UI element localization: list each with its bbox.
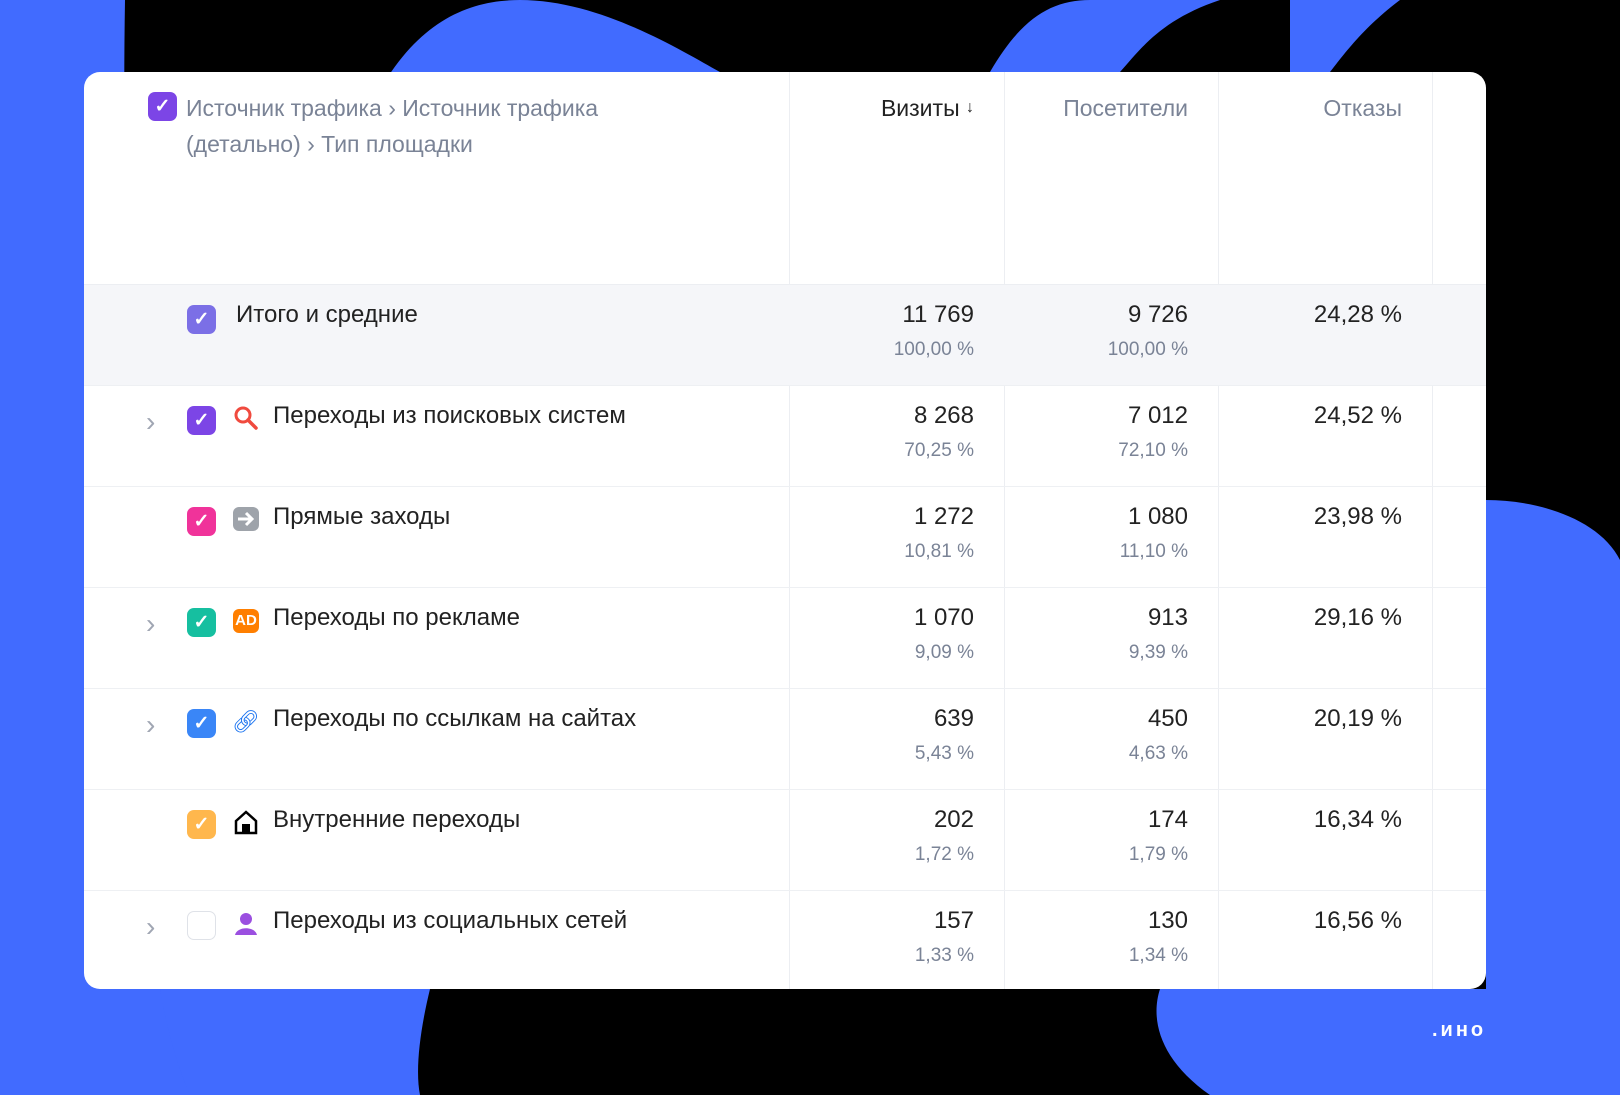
bounce-value: 16,56 %	[1313, 907, 1402, 934]
row-checkbox[interactable]	[187, 911, 216, 940]
link-icon: 🔗︎	[232, 709, 260, 734]
visitors-value: 130	[1147, 907, 1188, 934]
expand-chevron-icon[interactable]: ›	[146, 911, 156, 942]
visits-pct: 5,43 %	[914, 743, 974, 764]
sort-arrow-icon: ↓	[966, 99, 974, 116]
bounce-value: 24,28 %	[1313, 301, 1402, 328]
visitors-pct: 11,10 %	[1119, 541, 1188, 562]
column-visits[interactable]: Визиты ↓	[880, 95, 974, 121]
visits-value: 202	[933, 806, 974, 833]
visits-pct: 10,81 %	[904, 541, 974, 562]
house-icon	[232, 809, 260, 837]
visits-pct: 9,09 %	[914, 642, 974, 663]
row-checkbox[interactable]: ✓	[187, 709, 216, 738]
bounce-value: 23,98 %	[1313, 503, 1402, 530]
visits-value: 8 268	[913, 402, 974, 429]
row-label[interactable]: Переходы из социальных сетей	[273, 907, 628, 934]
visits-value: 11 769	[902, 301, 974, 328]
ad-icon: AD	[232, 607, 260, 635]
bounce-value: 29,16 %	[1313, 604, 1402, 631]
select-all-checkbox[interactable]: ✓	[148, 92, 177, 121]
table-row: › Переходы из социальных сетей 157 1,33 % 13…	[84, 891, 1486, 989]
expand-chevron-icon[interactable]: ›	[146, 406, 156, 437]
visitors-pct: 100,00 %	[1107, 339, 1188, 360]
visitors-pct: 1,34 %	[1128, 945, 1188, 966]
visitors-pct: 4,63 %	[1128, 743, 1188, 764]
bounce-value: 24,52 %	[1313, 402, 1402, 429]
visitors-pct: 72,10 %	[1118, 440, 1188, 461]
visitors-pct: 9,39 %	[1128, 642, 1188, 663]
row-label[interactable]: Переходы по ссылкам на сайтах	[273, 705, 637, 732]
dimension-header[interactable]: Источник трафика › Источник трафика (дет…	[186, 95, 599, 157]
expand-chevron-icon[interactable]: ›	[146, 608, 156, 639]
visits-pct: 1,72 %	[914, 844, 974, 865]
visitors-value: 7 012	[1127, 402, 1188, 429]
visitors-value: 450	[1147, 705, 1188, 732]
visitors-pct: 1,79 %	[1128, 844, 1188, 865]
column-bounces[interactable]: Отказы	[1323, 95, 1402, 121]
table-row: ✓ Прямые заходы 1 272 10,81 % 1 080 11,10 % 23…	[84, 487, 1486, 588]
column-visitors[interactable]: Посетители	[1063, 95, 1188, 121]
row-label: Итого и средние	[236, 301, 418, 328]
visits-value: 1 272	[913, 503, 974, 530]
ino-logo: .ино	[1432, 1019, 1487, 1041]
bounce-value: 16,34 %	[1313, 806, 1402, 833]
visitors-value: 1 080	[1127, 503, 1188, 530]
table-row: ✓ Внутренние переходы 202 1,72 % 174 1,79 % 16…	[84, 790, 1486, 891]
total-checkbox[interactable]: ✓	[187, 305, 216, 334]
row-label[interactable]: Внутренние переходы	[273, 806, 521, 833]
bounce-value: 20,19 %	[1313, 705, 1402, 732]
table-row: › ✓ AD Переходы по рекламе 1 070 9,09 % 913 9,3…	[84, 588, 1486, 689]
total-row: ✓ Итого и средние 11 769 100,00 % 9 726 …	[84, 285, 1486, 386]
report-table: ✓ Источник трафика › Источник трафика (д…	[84, 72, 1486, 989]
row-checkbox[interactable]: ✓	[187, 507, 216, 536]
row-label[interactable]: Переходы из поисковых систем	[273, 402, 626, 429]
search-icon	[232, 405, 260, 433]
visits-value: 157	[933, 907, 974, 934]
arrow-right-icon	[232, 506, 260, 534]
visits-value: 1 070	[913, 604, 974, 631]
visits-pct: 70,25 %	[904, 440, 974, 461]
table-header: ✓ Источник трафика › Источник трафика (д…	[84, 72, 1486, 285]
row-label[interactable]: Переходы по рекламе	[273, 604, 520, 631]
row-checkbox[interactable]: ✓	[187, 810, 216, 839]
visitors-value: 174	[1147, 806, 1188, 833]
table-row: › ✓ 🔗︎ Переходы по ссылкам на сайтах 639 5,43…	[84, 689, 1486, 790]
visitors-value: 9 726	[1127, 301, 1188, 328]
user-icon	[232, 910, 260, 938]
visits-pct: 100,00 %	[893, 339, 974, 360]
row-checkbox[interactable]: ✓	[187, 406, 216, 435]
row-checkbox[interactable]: ✓	[187, 608, 216, 637]
visitors-value: 913	[1147, 604, 1188, 631]
table-row: › ✓ Переходы из поисковых систем 8 268 70,25…	[84, 386, 1486, 487]
row-label[interactable]: Прямые заходы	[273, 503, 451, 530]
visits-value: 639	[933, 705, 974, 732]
visits-pct: 1,33 %	[914, 945, 974, 966]
expand-chevron-icon[interactable]: ›	[146, 709, 156, 740]
